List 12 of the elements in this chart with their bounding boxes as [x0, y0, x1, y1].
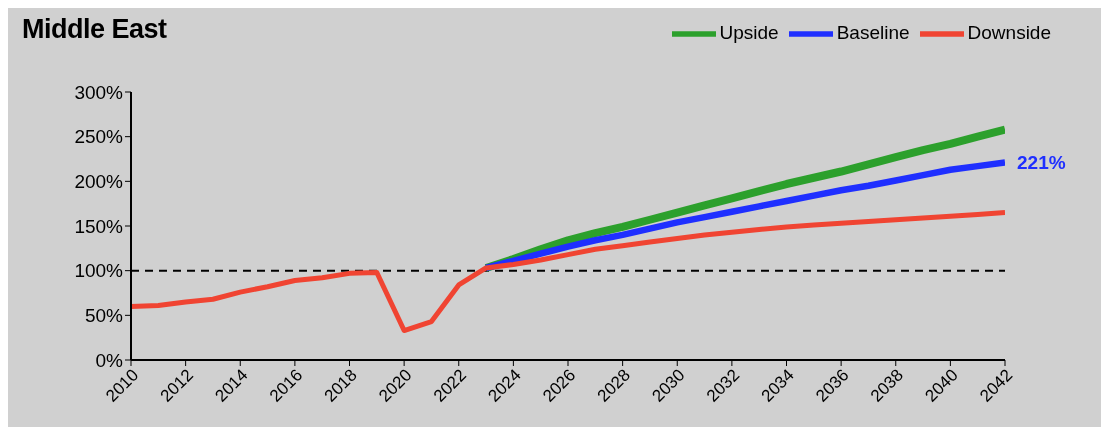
y-tick-label: 250%	[74, 126, 124, 148]
legend-label: Upside	[719, 22, 779, 44]
y-tick-label: 0%	[95, 349, 124, 371]
y-tick-label: 50%	[84, 305, 124, 327]
y-tick-label: 300%	[74, 81, 124, 103]
annotation: 221%	[1017, 152, 1066, 174]
y-tick-label: 200%	[74, 171, 124, 193]
legend-label: Baseline	[836, 22, 910, 44]
y-tick-label: 100%	[74, 260, 124, 282]
chart-title: Middle East	[22, 14, 167, 45]
y-tick-label: 150%	[74, 215, 124, 237]
legend-label: Downside	[967, 22, 1051, 44]
